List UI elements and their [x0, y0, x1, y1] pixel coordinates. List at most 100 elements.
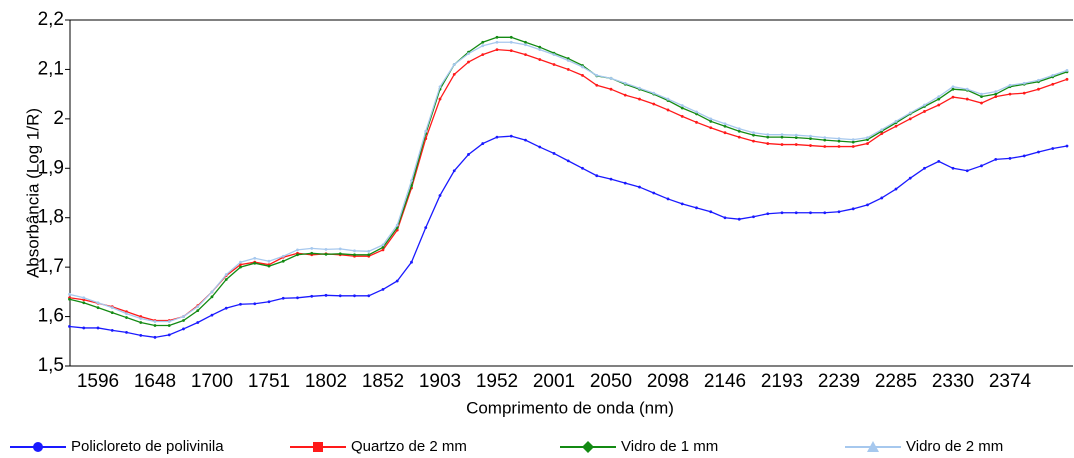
data-point: [353, 249, 356, 253]
data-point: [566, 159, 570, 163]
data-point: [210, 295, 214, 299]
data-point: [481, 40, 485, 44]
data-point: [923, 103, 926, 107]
data-point: [894, 124, 898, 128]
data-point: [167, 324, 171, 327]
data-point: [638, 86, 641, 90]
data-point: [951, 166, 955, 170]
data-point: [1008, 83, 1012, 87]
data-point: [381, 243, 385, 247]
data-point: [110, 329, 114, 332]
x-axis-title: Comprimento de onda (nm): [466, 398, 674, 417]
data-point: [965, 169, 969, 173]
data-point: [894, 119, 898, 123]
data-point: [452, 169, 456, 173]
data-point: [1037, 150, 1040, 154]
series-line: [69, 135, 1068, 338]
data-point: [866, 203, 869, 207]
y-tick-label: 1,8: [38, 207, 64, 228]
data-point: [823, 136, 827, 140]
data-point: [538, 48, 542, 52]
data-point: [82, 301, 86, 305]
data-point: [623, 181, 627, 185]
series-line: [69, 41, 1068, 323]
data-point: [182, 319, 185, 322]
data-point: [666, 97, 670, 101]
y-tick-label: 1,7: [38, 256, 64, 277]
data-point: [937, 97, 941, 101]
data-point: [296, 248, 299, 252]
data-point: [538, 145, 542, 149]
data-point: [253, 302, 257, 306]
x-tick-label: 2239: [818, 371, 860, 392]
data-point: [96, 306, 100, 310]
data-point: [239, 263, 242, 267]
data-point: [894, 187, 898, 191]
data-point: [509, 40, 513, 44]
x-tick-label: 1648: [134, 371, 176, 392]
data-point: [182, 315, 185, 318]
data-point: [951, 87, 955, 91]
data-point: [851, 207, 855, 211]
data-point: [196, 321, 200, 324]
data-point: [68, 297, 71, 301]
data-point: [253, 261, 257, 265]
data-point: [395, 279, 399, 283]
data-point: [552, 152, 556, 155]
data-point: [709, 119, 713, 123]
legend-text: Quartzo de 2 mm: [351, 438, 467, 455]
data-point: [424, 129, 428, 133]
data-point: [324, 293, 328, 297]
data-point: [923, 110, 926, 113]
data-point: [281, 296, 285, 300]
data-point: [410, 179, 413, 183]
data-point: [980, 164, 983, 168]
data-point: [980, 92, 983, 96]
data-point: [125, 316, 128, 319]
y-axis-title: Absorbância (Log 1/R): [23, 108, 42, 278]
data-point: [695, 120, 698, 124]
data-point: [880, 196, 884, 200]
data-point: [224, 273, 228, 276]
data-point: [1065, 69, 1069, 72]
data-point: [666, 108, 670, 112]
data-point: [1037, 87, 1040, 91]
data-point: [695, 112, 698, 116]
data-point: [210, 290, 214, 294]
data-point: [495, 35, 499, 39]
data-point: [695, 110, 698, 114]
data-point: [125, 330, 128, 334]
data-point: [110, 306, 114, 310]
data-point: [153, 320, 157, 323]
data-point: [110, 311, 114, 315]
data-point: [495, 135, 499, 139]
data-point: [766, 142, 770, 145]
data-point: [552, 53, 556, 56]
data-point: [210, 313, 214, 317]
data-point: [524, 53, 527, 56]
data-point: [82, 296, 86, 300]
data-point: [851, 140, 855, 144]
data-point: [481, 44, 485, 48]
data-point: [809, 211, 812, 215]
data-point: [695, 206, 698, 210]
data-point: [1051, 82, 1055, 86]
data-point: [980, 101, 983, 105]
data-point: [96, 326, 100, 330]
data-point: [766, 135, 770, 139]
data-point: [139, 317, 143, 320]
data-point: [609, 87, 613, 91]
data-point: [794, 136, 798, 140]
data-point: [1022, 154, 1026, 158]
data-point: [1022, 91, 1026, 95]
data-point: [395, 223, 399, 227]
data-point: [851, 145, 855, 148]
data-point: [139, 333, 143, 337]
data-point: [452, 72, 456, 76]
data-point: [424, 226, 428, 230]
data-point: [509, 134, 513, 138]
x-tick-label: 2050: [590, 371, 632, 392]
data-point: [566, 68, 570, 71]
data-point: [281, 254, 285, 258]
